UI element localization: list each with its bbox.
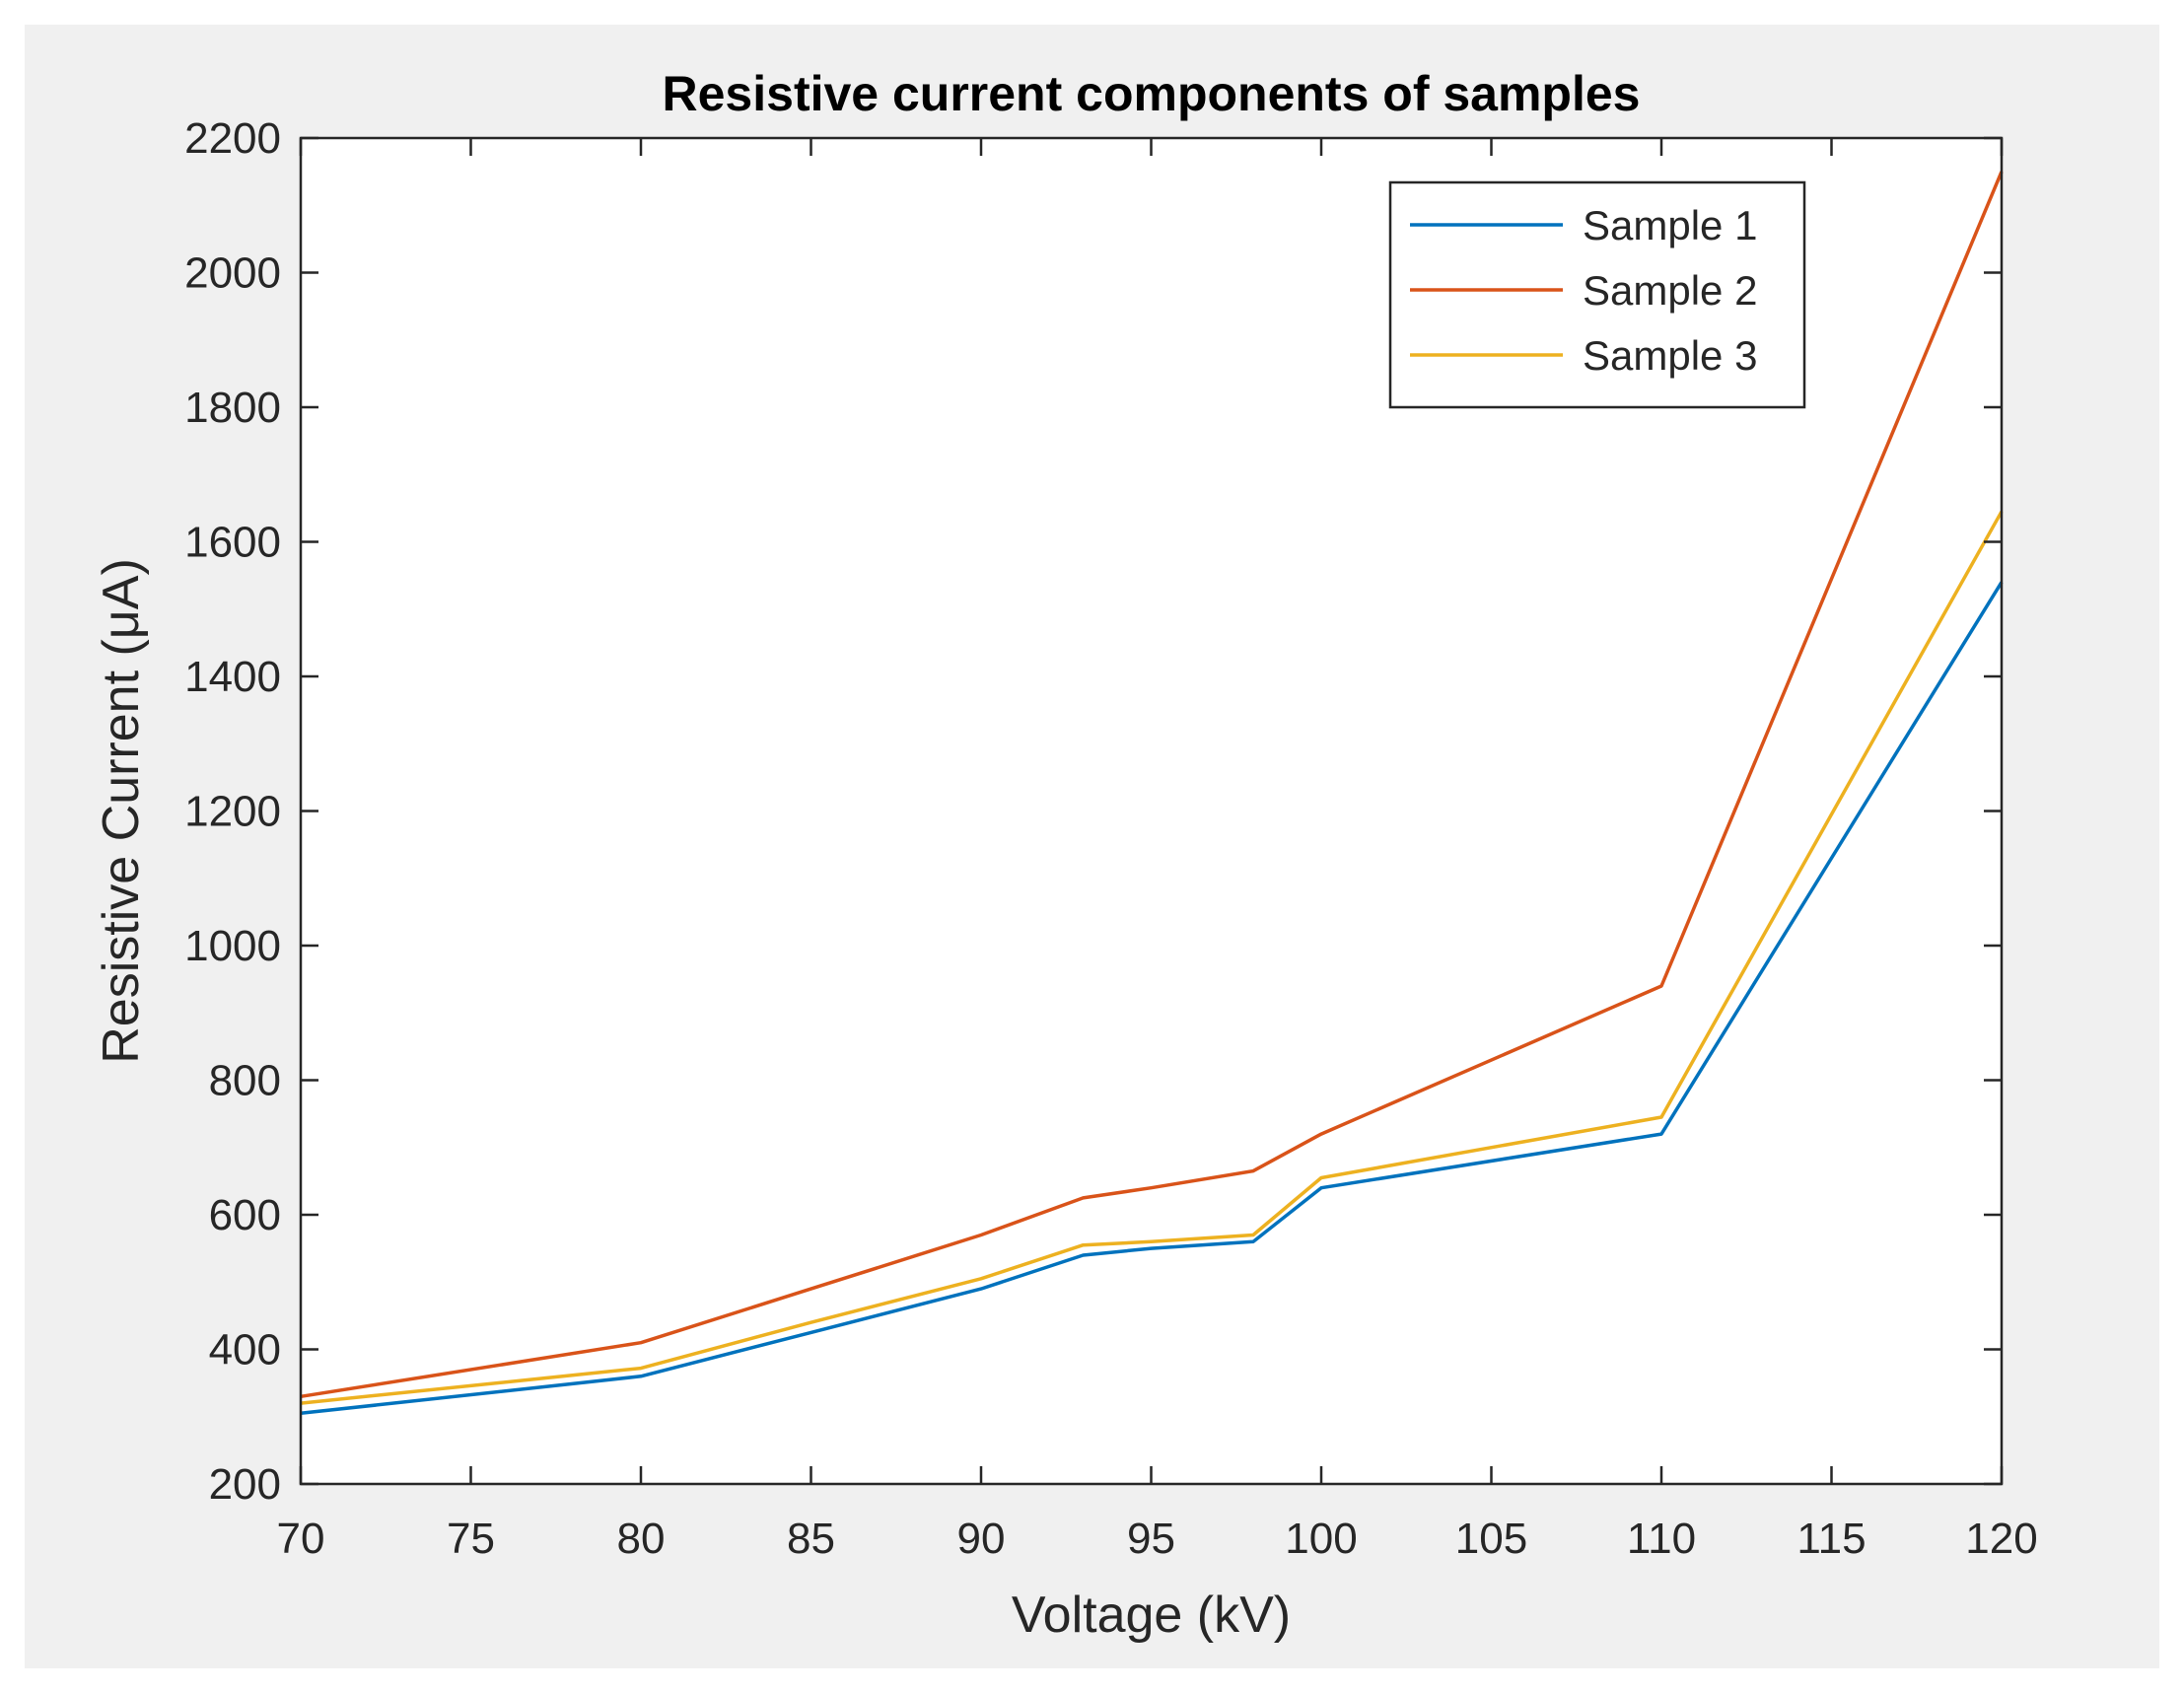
y-tick-label: 1000 [184, 922, 281, 970]
y-tick-label: 1800 [184, 384, 281, 432]
x-tick-label: 95 [1127, 1515, 1175, 1563]
y-tick-label: 1200 [184, 788, 281, 836]
series-line-sample-3 [300, 510, 2004, 1405]
y-tick-label: 200 [209, 1460, 281, 1509]
x-tick-label: 120 [1965, 1515, 2037, 1563]
x-tick-label: 75 [447, 1515, 495, 1563]
x-axis-title: Voltage (kV) [1012, 1587, 1291, 1644]
y-tick-label: 600 [209, 1191, 281, 1239]
x-tick-label: 110 [1627, 1515, 1696, 1563]
y-tick-label: 400 [209, 1326, 281, 1375]
y-tick-label: 2200 [184, 114, 281, 163]
legend-label-sample-3: Sample 3 [1583, 332, 1757, 379]
series-line-sample-2 [300, 171, 2004, 1399]
line-chart: 70 75 80 85 90 95 100 105 110 115 120 200 400 600 800 1… [93, 66, 2038, 1644]
y-tick-label: 1400 [184, 653, 281, 701]
legend-label-sample-1: Sample 1 [1583, 202, 1757, 248]
ticks-layer: 70 75 80 85 90 95 100 105 110 115 120 200 400 600 800 1… [184, 114, 2038, 1563]
y-tick-label: 2000 [184, 249, 281, 298]
chart-title: Resistive current components of samples [663, 66, 1641, 121]
x-tick-label: 80 [617, 1515, 666, 1563]
x-tick-label: 90 [957, 1515, 1006, 1563]
series-layer [300, 171, 2004, 1416]
x-tick-label: 105 [1455, 1515, 1527, 1563]
legend: Sample 1 Sample 2 Sample 3 [1388, 180, 1806, 409]
figure-background: 70 75 80 85 90 95 100 105 110 115 120 200 400 600 800 1… [25, 25, 2159, 1668]
x-tick-label: 70 [277, 1515, 325, 1563]
x-tick-label: 85 [787, 1515, 835, 1563]
legend-label-sample-2: Sample 2 [1583, 267, 1757, 314]
x-tick-label: 115 [1797, 1515, 1866, 1563]
y-tick-label: 1600 [184, 519, 281, 567]
y-axis-title: Resistive Current (μA) [93, 558, 150, 1064]
y-tick-label: 800 [209, 1057, 281, 1105]
x-tick-label: 100 [1285, 1515, 1357, 1563]
series-line-sample-1 [300, 581, 2004, 1416]
legend-box [1388, 180, 1806, 409]
